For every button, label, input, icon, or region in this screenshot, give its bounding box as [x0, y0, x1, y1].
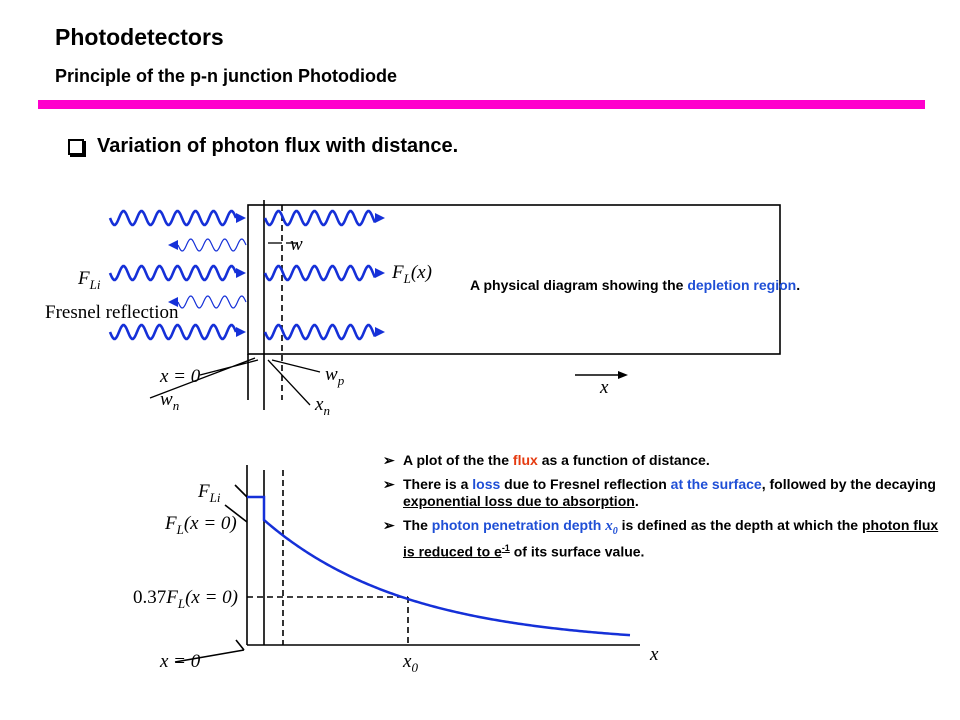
divider	[38, 100, 925, 109]
label: x = 0	[159, 651, 201, 672]
wave	[263, 209, 377, 227]
label: x	[649, 644, 659, 665]
device-box	[247, 204, 781, 355]
bullet-list: A plot of the the flux as a function of …	[383, 452, 943, 567]
label: w	[290, 234, 303, 255]
wave	[168, 297, 178, 307]
wave	[177, 295, 247, 309]
wave	[375, 327, 385, 337]
wave	[177, 238, 247, 252]
arrowhead	[618, 371, 628, 379]
wave	[108, 323, 238, 341]
pointers	[149, 242, 321, 406]
waves	[108, 209, 385, 341]
flux-curve	[247, 495, 631, 637]
bullet: A plot of the the flux as a function of …	[383, 452, 943, 469]
wave	[375, 268, 385, 278]
title: Photodetectors	[55, 24, 224, 50]
device	[247, 200, 781, 410]
wave	[375, 213, 385, 223]
wave	[108, 264, 238, 282]
wave	[236, 213, 246, 223]
label: x = 0	[159, 366, 201, 387]
label: FL(x = 0)	[164, 513, 237, 537]
label: x	[599, 377, 609, 398]
plot-axes	[174, 465, 640, 663]
section-heading: Variation of photon flux with distance.	[97, 135, 459, 157]
label: xn	[314, 394, 330, 418]
label: Fresnel reflection	[45, 302, 179, 323]
checkbox-icon	[68, 139, 84, 155]
label: wn	[160, 389, 179, 413]
wave	[236, 268, 246, 278]
bullet: The photon penetration depth x0 is defin…	[383, 517, 943, 560]
label: FL(x)	[391, 262, 432, 286]
caption: A physical diagram showing the depletion…	[470, 277, 800, 293]
wave	[263, 323, 377, 341]
wave	[263, 264, 377, 282]
bullet: There is a loss due to Fresnel reflectio…	[383, 476, 943, 510]
wave	[236, 327, 246, 337]
label: 0.37FL(x = 0)	[133, 587, 238, 611]
label: FLi	[197, 481, 221, 505]
wave	[168, 240, 178, 250]
wave	[108, 209, 238, 227]
label: FLi	[77, 268, 101, 292]
subtitle: Principle of the p-n junction Photodiode	[55, 66, 397, 86]
label: x0	[402, 651, 418, 675]
label: wp	[325, 364, 345, 388]
